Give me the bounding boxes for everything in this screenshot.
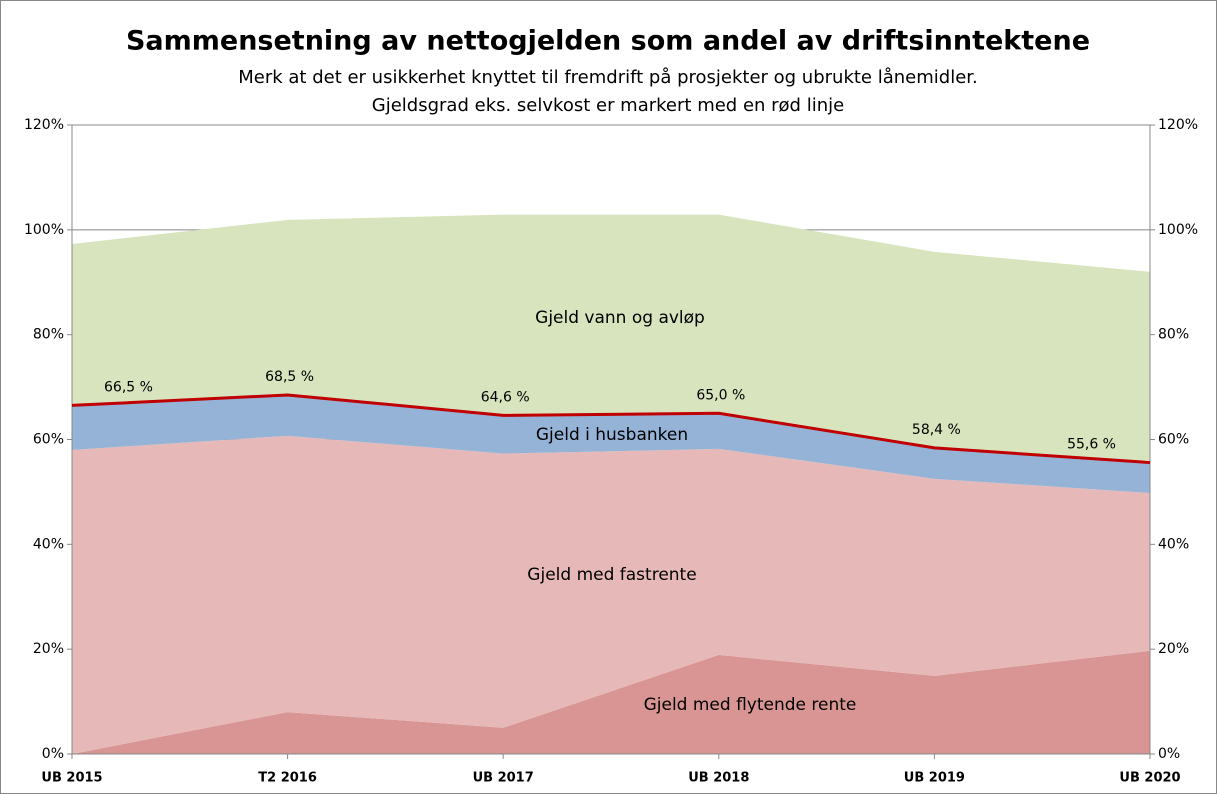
y-tick-label: 80% bbox=[33, 327, 64, 343]
area bbox=[72, 650, 1150, 754]
area-label: Gjeld i husbanken bbox=[535, 425, 689, 445]
data-label: 55,6 % bbox=[1067, 437, 1116, 453]
y-tick-label: 40% bbox=[33, 536, 64, 552]
area bbox=[72, 394, 1150, 493]
y2-tick-label: 80% bbox=[1158, 327, 1189, 343]
y2-tick-label: 0% bbox=[1158, 746, 1180, 762]
area-label: Gjeld med fastrente bbox=[527, 565, 697, 585]
chart-subtitle: Gjeldsgrad eks. selvkost er markert med … bbox=[372, 95, 844, 116]
chart-title: Sammensetning av nettogjelden som andel … bbox=[126, 26, 1090, 57]
data-label: 68,5 % bbox=[265, 369, 314, 385]
area-label: Gjeld vann og avløp bbox=[535, 308, 705, 328]
x-tick-label: UB 2018 bbox=[688, 771, 749, 786]
y-tick-label: 100% bbox=[24, 222, 64, 238]
area-label: Gjeld med flytende rente bbox=[643, 695, 857, 715]
y-tick-label: 60% bbox=[33, 432, 64, 448]
y-tick-label: 120% bbox=[24, 117, 64, 133]
y2-tick-label: 120% bbox=[1158, 117, 1198, 133]
y2-tick-label: 40% bbox=[1158, 536, 1189, 552]
chart-subtitle: Merk at det er usikkerhet knyttet til fr… bbox=[238, 67, 978, 88]
data-label: 66,5 % bbox=[104, 379, 153, 395]
y2-tick-label: 20% bbox=[1158, 641, 1189, 657]
y-tick-label: 20% bbox=[33, 641, 64, 657]
area bbox=[72, 435, 1150, 754]
area bbox=[72, 214, 1150, 463]
y2-tick-label: 100% bbox=[1158, 222, 1198, 238]
data-label: 64,6 % bbox=[481, 389, 530, 405]
x-tick-label: UB 2017 bbox=[473, 771, 534, 786]
x-tick-label: UB 2015 bbox=[41, 771, 102, 786]
x-tick-label: UB 2020 bbox=[1119, 771, 1180, 786]
data-label: 58,4 % bbox=[912, 422, 961, 438]
y2-tick-label: 60% bbox=[1158, 432, 1189, 448]
x-tick-label: UB 2019 bbox=[904, 771, 965, 786]
line bbox=[71, 393, 1151, 465]
data-label: 65,0 % bbox=[696, 387, 745, 403]
y-tick-label: 0% bbox=[42, 746, 64, 762]
x-tick-label: T2 2016 bbox=[258, 771, 317, 786]
